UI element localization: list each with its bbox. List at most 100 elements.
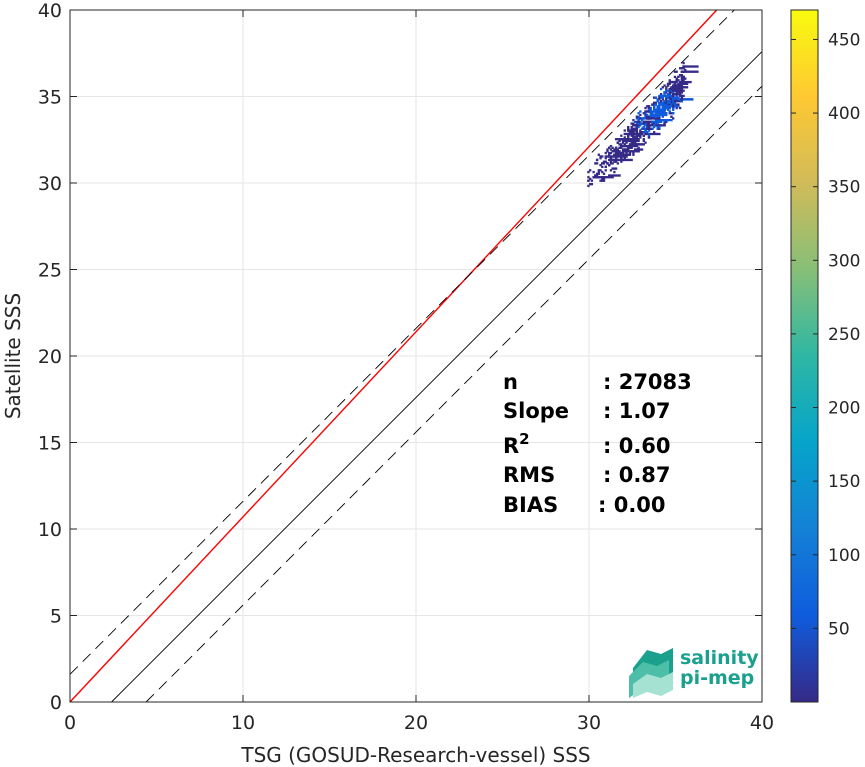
- density-cell: [666, 82, 670, 85]
- density-cell: [609, 157, 613, 160]
- colorbar-tick-label: 250: [828, 325, 860, 345]
- density-cell: [646, 117, 661, 120]
- density-cell: [672, 96, 675, 99]
- density-cell: [654, 120, 658, 124]
- density-cell: [665, 103, 668, 106]
- density-cell: [627, 138, 630, 141]
- density-cell: [637, 112, 640, 115]
- density-cell: [635, 148, 639, 151]
- density-cell: [678, 91, 682, 94]
- density-cell: [678, 74, 682, 77]
- density-cell: [621, 148, 630, 151]
- density-cell: [665, 98, 668, 101]
- colorbar-tick-label: 50: [828, 619, 850, 639]
- y-tick-label: 35: [38, 87, 62, 109]
- density-cell: [625, 139, 628, 143]
- density-cell: [614, 158, 625, 162]
- density-cell: [602, 177, 606, 181]
- density-cell: [659, 103, 663, 106]
- density-cell: [620, 157, 623, 160]
- density-cell: [595, 174, 599, 177]
- density-cell: [632, 127, 635, 130]
- density-cell: [625, 141, 628, 144]
- density-cell: [630, 150, 633, 153]
- density-cell: [675, 106, 678, 110]
- density-cell: [628, 139, 632, 143]
- density-cell: [666, 89, 670, 92]
- density-cell: [604, 157, 607, 160]
- density-cell: [659, 112, 663, 115]
- density-cell: [654, 112, 658, 115]
- density-cell: [608, 146, 611, 149]
- density-cell: [680, 84, 684, 87]
- density-cell: [616, 151, 620, 155]
- colorbar-tick-label: 150: [828, 472, 860, 492]
- density-cell: [637, 132, 640, 136]
- density-cell: [637, 134, 640, 137]
- y-tick-label: 25: [38, 260, 62, 282]
- density-cell: [668, 79, 671, 82]
- density-cell: [661, 112, 664, 115]
- density-cell: [675, 84, 678, 87]
- density-cell: [672, 98, 675, 101]
- density-cell: [670, 91, 673, 94]
- density-cell: [647, 108, 651, 111]
- density-cell: [616, 148, 620, 151]
- density-cell: [661, 110, 664, 113]
- density-cell: [647, 122, 651, 125]
- density-cell: [672, 93, 682, 96]
- density-cell: [644, 115, 647, 118]
- density-cell: [653, 103, 656, 106]
- density-cell: [680, 96, 684, 99]
- reference-lines: [69, 9, 763, 703]
- density-cell: [642, 125, 645, 129]
- density-cell: [623, 136, 626, 139]
- density-cell: [616, 141, 620, 144]
- density-cell: [646, 120, 649, 124]
- density-cell: [632, 129, 635, 132]
- density-cell: [597, 153, 600, 156]
- density-cell: [597, 172, 600, 175]
- density-cell: [682, 94, 685, 98]
- density-cell: [646, 110, 649, 113]
- density-cell: [627, 146, 630, 149]
- density-cell: [651, 103, 654, 106]
- logo-line1: salinity: [680, 647, 759, 669]
- density-cell: [630, 138, 633, 141]
- density-cell: [628, 132, 632, 136]
- density-cell: [651, 120, 654, 124]
- density-cell: [673, 86, 680, 89]
- density-cell: [621, 150, 625, 153]
- density-cell: [611, 146, 614, 149]
- density-cell: [682, 70, 699, 73]
- density-cell: [668, 106, 671, 110]
- density-cell: [644, 132, 647, 136]
- density-cell: [597, 176, 600, 179]
- density-cell: [618, 151, 621, 155]
- density-cell: [682, 82, 685, 85]
- density-cell: [682, 65, 699, 68]
- density-cell: [680, 77, 684, 80]
- density-cell: [606, 162, 609, 165]
- density-cell: [673, 84, 677, 87]
- density-cell: [595, 158, 599, 162]
- density-cell: [639, 129, 642, 132]
- density-cell: [661, 106, 664, 110]
- density-cell: [628, 129, 632, 132]
- density-cell: [675, 77, 678, 80]
- density-cell: [654, 101, 658, 105]
- density-cell: [663, 110, 666, 113]
- density-cell: [635, 129, 639, 132]
- density-cell: [637, 146, 640, 149]
- density-cell: [663, 108, 666, 111]
- density-cell: [604, 151, 607, 155]
- density-cell: [601, 162, 604, 165]
- density-cell: [680, 74, 684, 77]
- identity-line: [111, 51, 763, 703]
- colorbar-tick-label: 400: [828, 104, 860, 124]
- density-cell: [656, 105, 659, 108]
- density-cell: [639, 120, 642, 124]
- density-cell: [602, 162, 606, 165]
- density-cell: [659, 110, 663, 113]
